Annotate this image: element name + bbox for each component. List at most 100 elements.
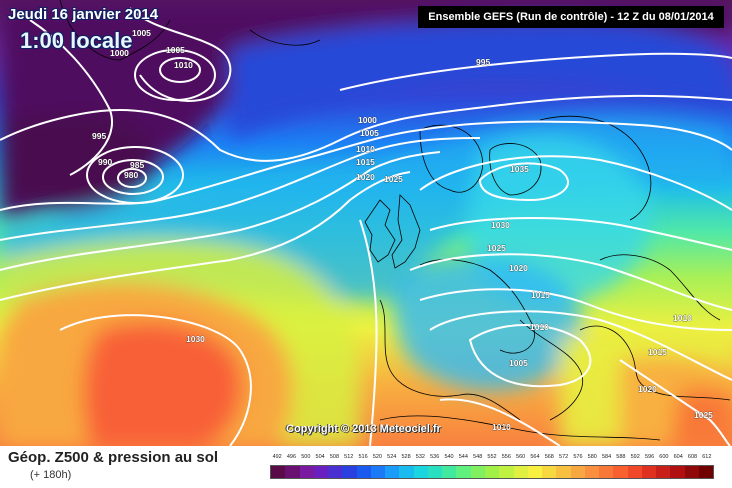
scale-swatch: [613, 466, 628, 478]
scale-tick-label: 524: [387, 454, 397, 460]
isobar-label: 1010: [174, 60, 193, 70]
scale-tick-label: 544: [458, 454, 468, 460]
isobar-label: 995: [476, 57, 490, 67]
scale-swatch: [656, 466, 671, 478]
scale-tick-label: 556: [501, 454, 511, 460]
scale-tick-label: 564: [530, 454, 540, 460]
color-scale-labels: 492 496 500 504 508 512 516 520 524 528 532 536 540 5…: [270, 454, 714, 464]
scale-tick-label: 584: [601, 454, 612, 460]
isobars: [0, 7, 732, 446]
scale-tick-label: 520: [372, 454, 382, 460]
isobar-label: 1030: [186, 334, 205, 344]
isobar-label: 1005: [360, 128, 379, 138]
scale-tick-label: 528: [401, 454, 411, 460]
scale-tick-label: 604: [673, 454, 683, 460]
field-title: Géop. Z500 & pression au sol: [8, 449, 219, 466]
isobar-label: 1005: [166, 45, 185, 55]
scale-tick-label: 532: [415, 454, 425, 460]
isobar-label: 1015: [648, 347, 667, 357]
scale-swatch: [299, 466, 314, 478]
isobar-label: 985: [130, 160, 144, 170]
scale-swatch: [470, 466, 485, 478]
scale-swatch: [399, 466, 414, 478]
isobar-label: 1030: [491, 220, 510, 230]
isobar-label: 980: [124, 170, 138, 180]
scale-tick-label: 536: [430, 454, 440, 460]
lead-time: (+ 180h): [30, 469, 72, 481]
scale-swatch: [599, 466, 614, 478]
scale-swatch: [356, 466, 371, 478]
isobar-label: 1035: [510, 164, 529, 174]
isobar-label: 1025: [487, 243, 506, 253]
scale-swatch: [342, 466, 357, 478]
legend-panel: Géop. Z500 & pression au sol (+ 180h) 49…: [0, 446, 732, 488]
isobar-label: 990: [98, 157, 112, 167]
scale-swatch: [684, 466, 699, 478]
scale-tick-label: 596: [644, 454, 655, 460]
scale-tick-label: 600: [659, 454, 669, 460]
scale-tick-label: 576: [573, 454, 583, 460]
coastlines: [59, 0, 731, 441]
isobar-label: 995: [92, 131, 106, 141]
scale-swatch: [370, 466, 386, 478]
isobar-label: 1000: [110, 48, 129, 58]
scale-tick-label: 500: [301, 454, 311, 460]
isobar-label: 1020: [638, 384, 657, 394]
scale-swatch: [627, 466, 642, 478]
scale-tick-label: 540: [444, 454, 454, 460]
scale-tick-label: 572: [559, 454, 569, 460]
isobar-label: 1010: [673, 313, 692, 323]
scale-swatch: [641, 466, 657, 478]
scale-swatch: [427, 466, 443, 478]
scale-tick-label: 516: [358, 454, 368, 460]
scale-swatch: [271, 466, 286, 478]
scale-tick-label: 508: [329, 454, 340, 460]
scale-tick-label: 592: [630, 454, 640, 460]
scale-tick-label: 568: [544, 454, 554, 460]
scale-swatch: [570, 466, 585, 478]
scale-swatch: [484, 466, 500, 478]
scale-swatch: [442, 466, 457, 478]
scale-tick-label: 552: [487, 454, 497, 460]
scale-swatch: [328, 466, 343, 478]
isobar-label: 1010: [492, 422, 511, 432]
scale-swatch: [670, 466, 685, 478]
isobar-label: 1020: [509, 263, 528, 273]
isobar-label: 1025: [384, 174, 403, 184]
scale-swatch: [542, 466, 557, 478]
scale-tick-label: 612: [702, 454, 712, 460]
scale-tick-label: 608: [687, 454, 698, 460]
forecast-local-time: 1:00 locale: [20, 28, 133, 53]
scale-tick-label: 492: [272, 454, 282, 460]
scale-tick-label: 560: [516, 454, 526, 460]
model-run-info: Ensemble GEFS (Run de contrôle) - 12 Z d…: [418, 6, 724, 28]
isobar-label: 1000: [358, 115, 377, 125]
forecast-date: Jeudi 16 janvier 2014: [8, 6, 159, 23]
isobar-label: 1010: [356, 144, 375, 154]
scale-tick-label: 548: [473, 454, 483, 460]
scale-tick-label: 504: [315, 454, 325, 460]
scale-swatch: [527, 466, 543, 478]
scale-tick-label: 588: [616, 454, 626, 460]
scale-swatch: [584, 466, 600, 478]
color-scale-bar: [270, 465, 714, 479]
isobar-label: 1005: [509, 358, 528, 368]
scale-swatch: [413, 466, 428, 478]
forecast-map: 1005 1005 1000 1010 995 995 990 985 980 …: [0, 0, 732, 446]
isobar-label: 1015: [356, 157, 375, 167]
isobar-label: 1025: [694, 410, 713, 420]
scale-swatch: [385, 466, 400, 478]
scale-swatch: [513, 466, 528, 478]
map-canvas: 1005 1005 1000 1010 995 995 990 985 980 …: [0, 0, 732, 446]
scale-swatch: [285, 466, 300, 478]
isobar-label: 1005: [132, 28, 151, 38]
scale-swatch: [698, 466, 714, 478]
scale-tick-label: 496: [286, 454, 297, 460]
isobar-label: 1015: [531, 290, 550, 300]
scale-swatch: [499, 466, 514, 478]
copyright-notice: Copyright © 2013 Meteociel.fr: [286, 423, 441, 435]
isobar-label: 1010: [530, 322, 549, 332]
scale-swatch: [556, 466, 571, 478]
isobar-label: 1020: [356, 172, 375, 182]
scale-tick-label: 580: [587, 454, 597, 460]
